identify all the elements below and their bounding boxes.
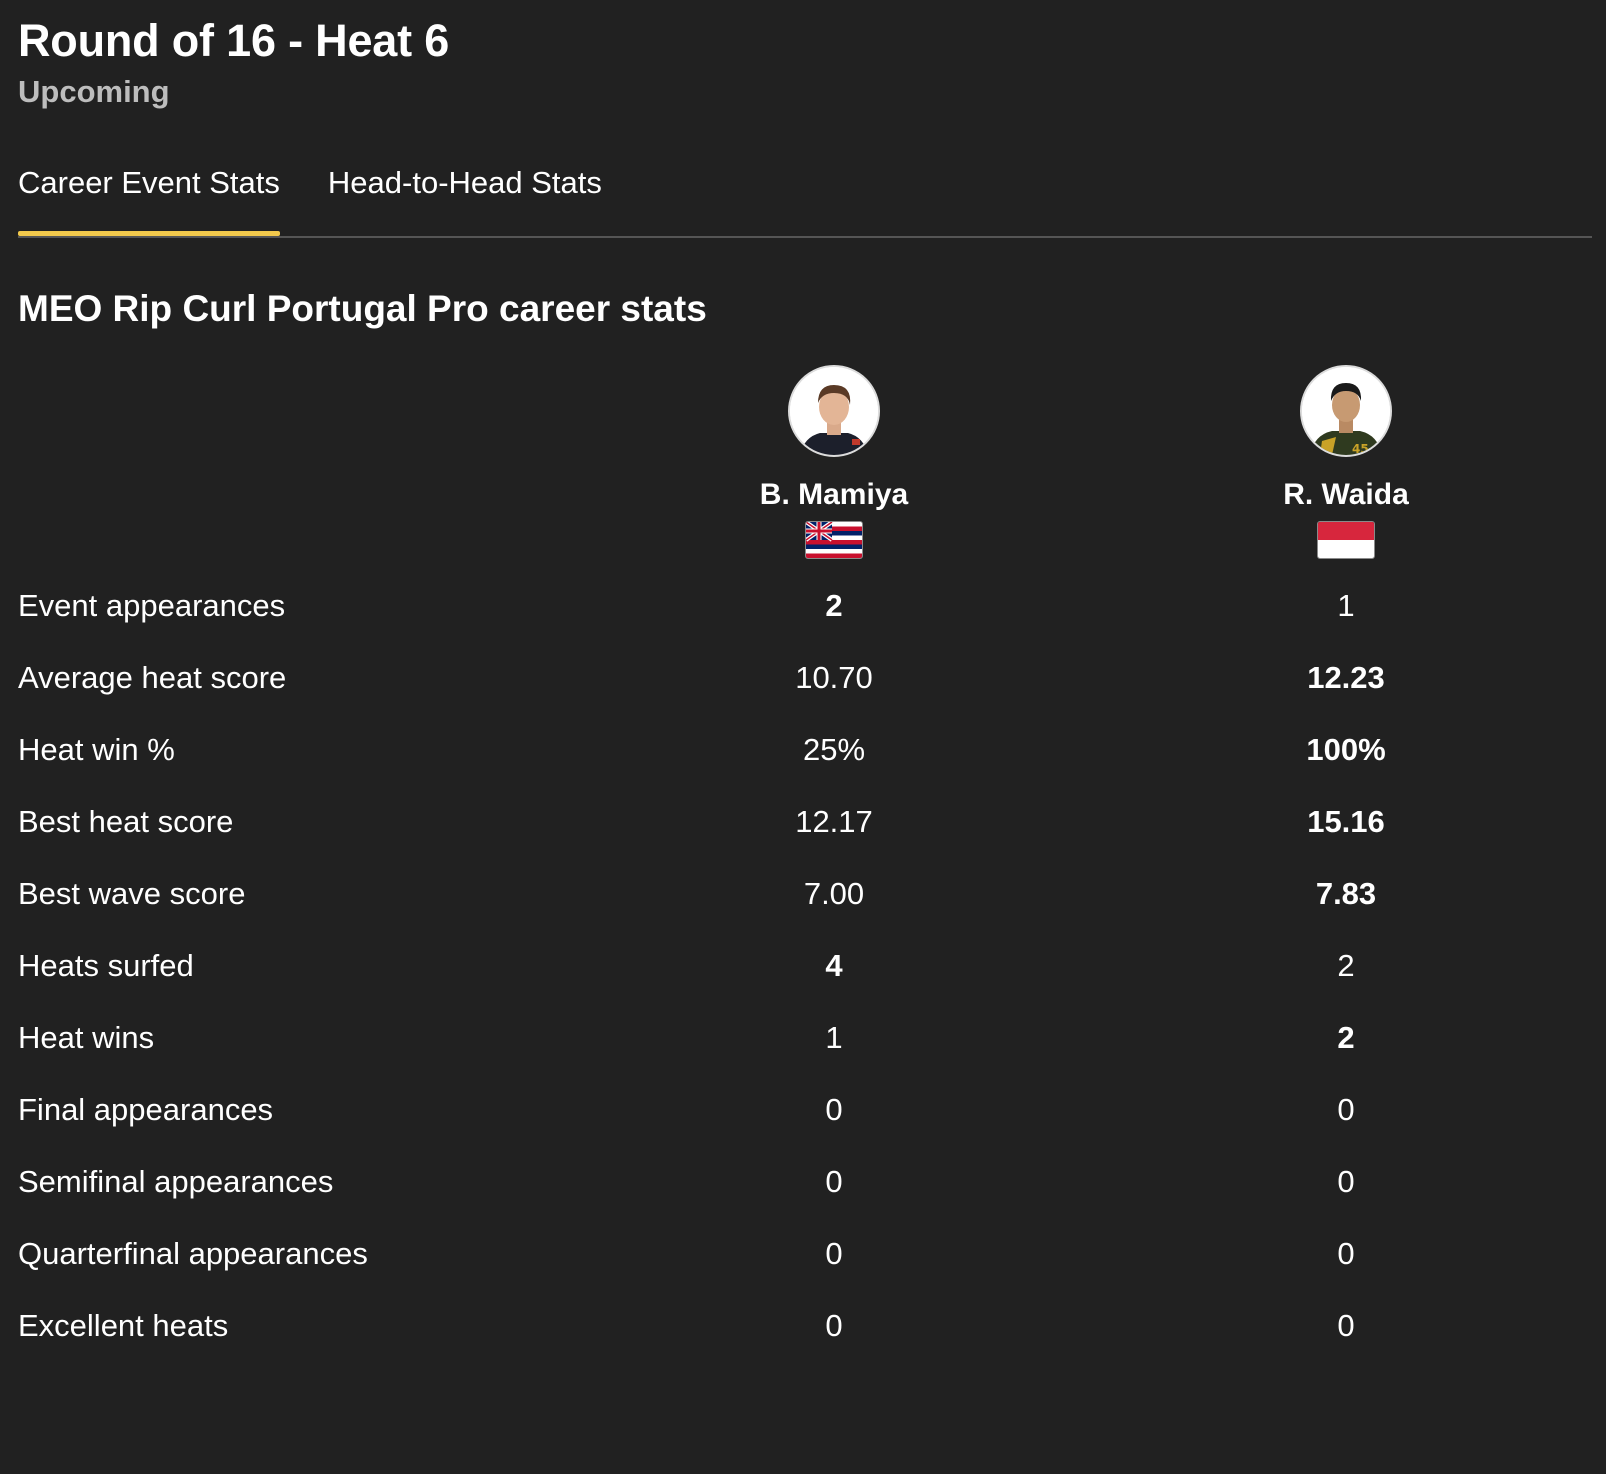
stat-row: Average heat score 10.70 12.23 (18, 658, 1592, 730)
stat-label: Best wave score (18, 876, 246, 911)
stat-value-surfer-2: 0 (1337, 1164, 1355, 1199)
heat-header: Round of 16 - Heat 6 Upcoming (18, 14, 449, 112)
stat-row: Heats surfed 4 2 (18, 946, 1592, 1018)
stat-label: Quarterfinal appearances (18, 1236, 368, 1271)
stat-label: Heat win % (18, 732, 175, 767)
stat-row: Quarterfinal appearances 0 0 (18, 1234, 1592, 1306)
stat-label: Heats surfed (18, 948, 194, 983)
stat-value-surfer-2: 1 (1337, 588, 1355, 623)
stat-value-surfer-1: 0 (825, 1164, 843, 1199)
stat-label: Event appearances (18, 588, 286, 623)
stat-label: Final appearances (18, 1092, 274, 1127)
tab-career-event-stats[interactable]: Career Event Stats (18, 160, 280, 236)
stat-value-surfer-1: 2 (825, 588, 843, 623)
heat-status: Upcoming (18, 74, 170, 109)
stat-value-surfer-1: 7.00 (803, 876, 865, 911)
stat-value-surfer-1: 25% (802, 732, 866, 767)
stats-tabs: Career Event Stats Head-to-Head Stats (18, 160, 1592, 238)
stat-value-surfer-2: 0 (1337, 1308, 1355, 1343)
stat-value-surfer-2: 0 (1337, 1092, 1355, 1127)
surfer-column-1: B. Mamiya (714, 365, 954, 559)
hawaii-flag-icon (805, 521, 863, 559)
stat-value-surfer-1: 4 (825, 948, 843, 983)
stat-label: Excellent heats (18, 1308, 229, 1343)
stat-value-surfer-2: 2 (1337, 1020, 1355, 1055)
stat-row: Best heat score 12.17 15.16 (18, 802, 1592, 874)
stat-value-surfer-2: 0 (1337, 1236, 1355, 1271)
stat-row: Final appearances 0 0 (18, 1090, 1592, 1162)
stat-value-surfer-2: 12.23 (1307, 660, 1385, 695)
stat-label: Average heat score (18, 660, 287, 695)
stat-value-surfer-1: 0 (825, 1092, 843, 1127)
surfer-avatar[interactable]: 45 (1300, 365, 1392, 457)
stat-value-surfer-2: 2 (1337, 948, 1355, 983)
stat-row: Heat wins 1 2 (18, 1018, 1592, 1090)
stat-value-surfer-1: 0 (825, 1236, 843, 1271)
stat-label: Heat wins (18, 1020, 155, 1055)
stat-value-surfer-2: 100% (1306, 732, 1386, 767)
surfer-avatar[interactable] (788, 365, 880, 457)
stats-table: Event appearances 2 1 Average heat score 10.… (18, 586, 1592, 1378)
tab-head-to-head-stats[interactable]: Head-to-Head Stats (327, 165, 602, 200)
stat-value-surfer-2: 7.83 (1315, 876, 1377, 911)
stat-row: Heat win % 25% 100% (18, 730, 1592, 802)
stat-row: Best wave score 7.00 7.83 (18, 874, 1592, 946)
stat-label: Best heat score (18, 804, 234, 839)
stat-value-surfer-1: 12.17 (795, 804, 873, 839)
stat-value-surfer-1: 1 (825, 1020, 843, 1055)
stat-row: Semifinal appearances 0 0 (18, 1162, 1592, 1234)
svg-text:45: 45 (1352, 442, 1369, 455)
stat-row: Event appearances 2 1 (18, 586, 1592, 658)
stat-value-surfer-1: 0 (825, 1308, 843, 1343)
heat-title: Round of 16 - Heat 6 (18, 15, 450, 66)
stat-value-surfer-2: 15.16 (1307, 804, 1385, 839)
stat-value-surfer-1: 10.70 (795, 660, 873, 695)
stat-row: Excellent heats 0 0 (18, 1306, 1592, 1378)
stat-label: Semifinal appearances (18, 1164, 334, 1199)
surfer-name[interactable]: R. Waida (1283, 478, 1409, 511)
indonesia-flag-icon (1317, 521, 1375, 559)
surfer-name[interactable]: B. Mamiya (759, 478, 909, 511)
section-title: MEO Rip Curl Portugal Pro career stats (18, 288, 707, 329)
surfer-column-2: 45 R. Waida (1226, 365, 1466, 559)
